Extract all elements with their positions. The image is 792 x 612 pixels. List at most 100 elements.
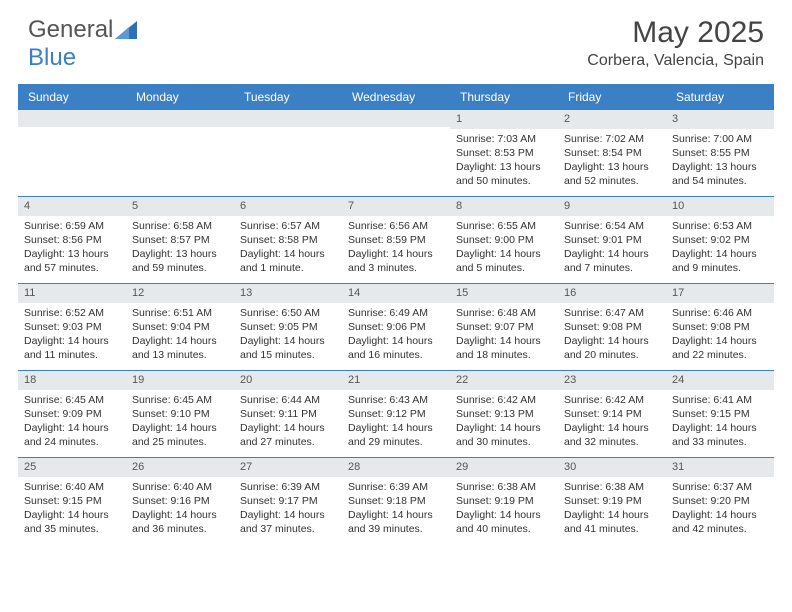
daylight-text: Daylight: 14 hours (348, 247, 444, 261)
day-cell: 22 Sunrise: 6:42 AMSunset: 9:13 PMDayligh… (450, 371, 558, 457)
daylight-text: and 37 minutes. (240, 522, 336, 536)
sunrise-text: Sunrise: 6:40 AM (132, 480, 228, 494)
daylight-text: Daylight: 14 hours (132, 421, 228, 435)
sunset-text: Sunset: 9:05 PM (240, 320, 336, 334)
week-row: 25Sunrise: 6:40 AMSunset: 9:15 PMDayligh… (18, 457, 774, 544)
sunrise-text: Sunrise: 6:52 AM (24, 306, 120, 320)
day-cell: 13Sunrise: 6:50 AMSunset: 9:05 PMDayligh… (234, 284, 342, 370)
daylight-text: and 33 minutes. (672, 435, 768, 449)
daylight-text: Daylight: 14 hours (564, 421, 660, 435)
day-cell: 2Sunrise: 7:02 AMSunset: 8:54 PMDaylight… (558, 110, 666, 196)
day-number: 29 (450, 458, 558, 477)
daylight-text: and 1 minute. (240, 261, 336, 275)
page-header: General May 2025 Corbera, Valencia, Spai… (0, 0, 792, 78)
sunrise-text: Sunrise: 7:03 AM (456, 132, 552, 146)
daylight-text: Daylight: 14 hours (456, 508, 552, 522)
sunset-text: Sunset: 9:18 PM (348, 494, 444, 508)
day-cell: 23Sunrise: 6:42 AMSunset: 9:14 PMDayligh… (558, 371, 666, 457)
sunset-text: Sunset: 9:19 PM (564, 494, 660, 508)
brand-text-2: Blue (28, 44, 76, 72)
daylight-text: and 41 minutes. (564, 522, 660, 536)
daylight-text: Daylight: 14 hours (564, 334, 660, 348)
day-number: 22 (450, 371, 558, 390)
day-number: 21 (342, 371, 450, 390)
day-number: 1 (450, 110, 558, 129)
daylight-text: and 11 minutes. (24, 348, 120, 362)
daylight-text: Daylight: 14 hours (456, 247, 552, 261)
daylight-text: and 15 minutes. (240, 348, 336, 362)
daylight-text: Daylight: 14 hours (348, 508, 444, 522)
day-number: 28 (342, 458, 450, 477)
day-cell: 28Sunrise: 6:39 AMSunset: 9:18 PMDayligh… (342, 458, 450, 544)
sunrise-text: Sunrise: 6:41 AM (672, 393, 768, 407)
day-cell: 12Sunrise: 6:51 AMSunset: 9:04 PMDayligh… (126, 284, 234, 370)
sunset-text: Sunset: 9:14 PM (564, 407, 660, 421)
daylight-text: Daylight: 14 hours (456, 421, 552, 435)
sunrise-text: Sunrise: 6:50 AM (240, 306, 336, 320)
day-number: 8 (450, 197, 558, 216)
day-number: 3 (666, 110, 774, 129)
day-cell: 19Sunrise: 6:45 AMSunset: 9:10 PMDayligh… (126, 371, 234, 457)
daylight-text: and 59 minutes. (132, 261, 228, 275)
daylight-text: Daylight: 14 hours (132, 334, 228, 348)
sunrise-text: Sunrise: 6:39 AM (240, 480, 336, 494)
daylight-text: Daylight: 13 hours (24, 247, 120, 261)
day-cell: 10Sunrise: 6:53 AMSunset: 9:02 PMDayligh… (666, 197, 774, 283)
daylight-text: and 16 minutes. (348, 348, 444, 362)
day-number: 16 (558, 284, 666, 303)
day-number: 17 (666, 284, 774, 303)
day-cell: 3Sunrise: 7:00 AMSunset: 8:55 PMDaylight… (666, 110, 774, 196)
sunrise-text: Sunrise: 6:42 AM (456, 393, 552, 407)
day-cell: 18Sunrise: 6:45 AMSunset: 9:09 PMDayligh… (18, 371, 126, 457)
day-cell: 11Sunrise: 6:52 AMSunset: 9:03 PMDayligh… (18, 284, 126, 370)
day-number: 7 (342, 197, 450, 216)
sunset-text: Sunset: 8:54 PM (564, 146, 660, 160)
sunset-text: Sunset: 9:08 PM (564, 320, 660, 334)
sunset-text: Sunset: 8:57 PM (132, 233, 228, 247)
sunrise-text: Sunrise: 6:55 AM (456, 219, 552, 233)
sunset-text: Sunset: 9:03 PM (24, 320, 120, 334)
day-cell: 27Sunrise: 6:39 AMSunset: 9:17 PMDayligh… (234, 458, 342, 544)
sunrise-text: Sunrise: 6:38 AM (456, 480, 552, 494)
sunset-text: Sunset: 9:16 PM (132, 494, 228, 508)
daylight-text: and 35 minutes. (24, 522, 120, 536)
day-number: 12 (126, 284, 234, 303)
sunrise-text: Sunrise: 6:48 AM (456, 306, 552, 320)
daylight-text: Daylight: 14 hours (456, 334, 552, 348)
day-number: 23 (558, 371, 666, 390)
daylight-text: and 50 minutes. (456, 174, 552, 188)
daylight-text: and 42 minutes. (672, 522, 768, 536)
daylight-text: and 39 minutes. (348, 522, 444, 536)
day-number: 5 (126, 197, 234, 216)
day-number: 10 (666, 197, 774, 216)
sunset-text: Sunset: 9:04 PM (132, 320, 228, 334)
sunset-text: Sunset: 9:00 PM (456, 233, 552, 247)
sunset-text: Sunset: 9:09 PM (24, 407, 120, 421)
day-number: 31 (666, 458, 774, 477)
sunrise-text: Sunrise: 6:44 AM (240, 393, 336, 407)
daylight-text: Daylight: 14 hours (672, 247, 768, 261)
day-number: 14 (342, 284, 450, 303)
day-number: 30 (558, 458, 666, 477)
day-cell: 17Sunrise: 6:46 AMSunset: 9:08 PMDayligh… (666, 284, 774, 370)
day-cell: 1Sunrise: 7:03 AMSunset: 8:53 PMDaylight… (450, 110, 558, 196)
sunset-text: Sunset: 9:13 PM (456, 407, 552, 421)
day-cell: 24Sunrise: 6:41 AMSunset: 9:15 PMDayligh… (666, 371, 774, 457)
day-number: 11 (18, 284, 126, 303)
weekday-header-row: SundayMondayTuesdayWednesdayThursdayFrid… (18, 84, 774, 110)
daylight-text: and 13 minutes. (132, 348, 228, 362)
sunset-text: Sunset: 8:59 PM (348, 233, 444, 247)
day-cell: 7Sunrise: 6:56 AMSunset: 8:59 PMDaylight… (342, 197, 450, 283)
daylight-text: and 32 minutes. (564, 435, 660, 449)
daylight-text: and 54 minutes. (672, 174, 768, 188)
daylight-text: Daylight: 14 hours (672, 334, 768, 348)
sunrise-text: Sunrise: 6:38 AM (564, 480, 660, 494)
day-cell (126, 110, 234, 196)
day-number: 25 (18, 458, 126, 477)
sunset-text: Sunset: 9:17 PM (240, 494, 336, 508)
day-cell: 31Sunrise: 6:37 AMSunset: 9:20 PMDayligh… (666, 458, 774, 544)
day-number: 18 (18, 371, 126, 390)
sunrise-text: Sunrise: 6:54 AM (564, 219, 660, 233)
day-number (234, 110, 342, 127)
week-row: 1Sunrise: 7:03 AMSunset: 8:53 PMDaylight… (18, 110, 774, 196)
